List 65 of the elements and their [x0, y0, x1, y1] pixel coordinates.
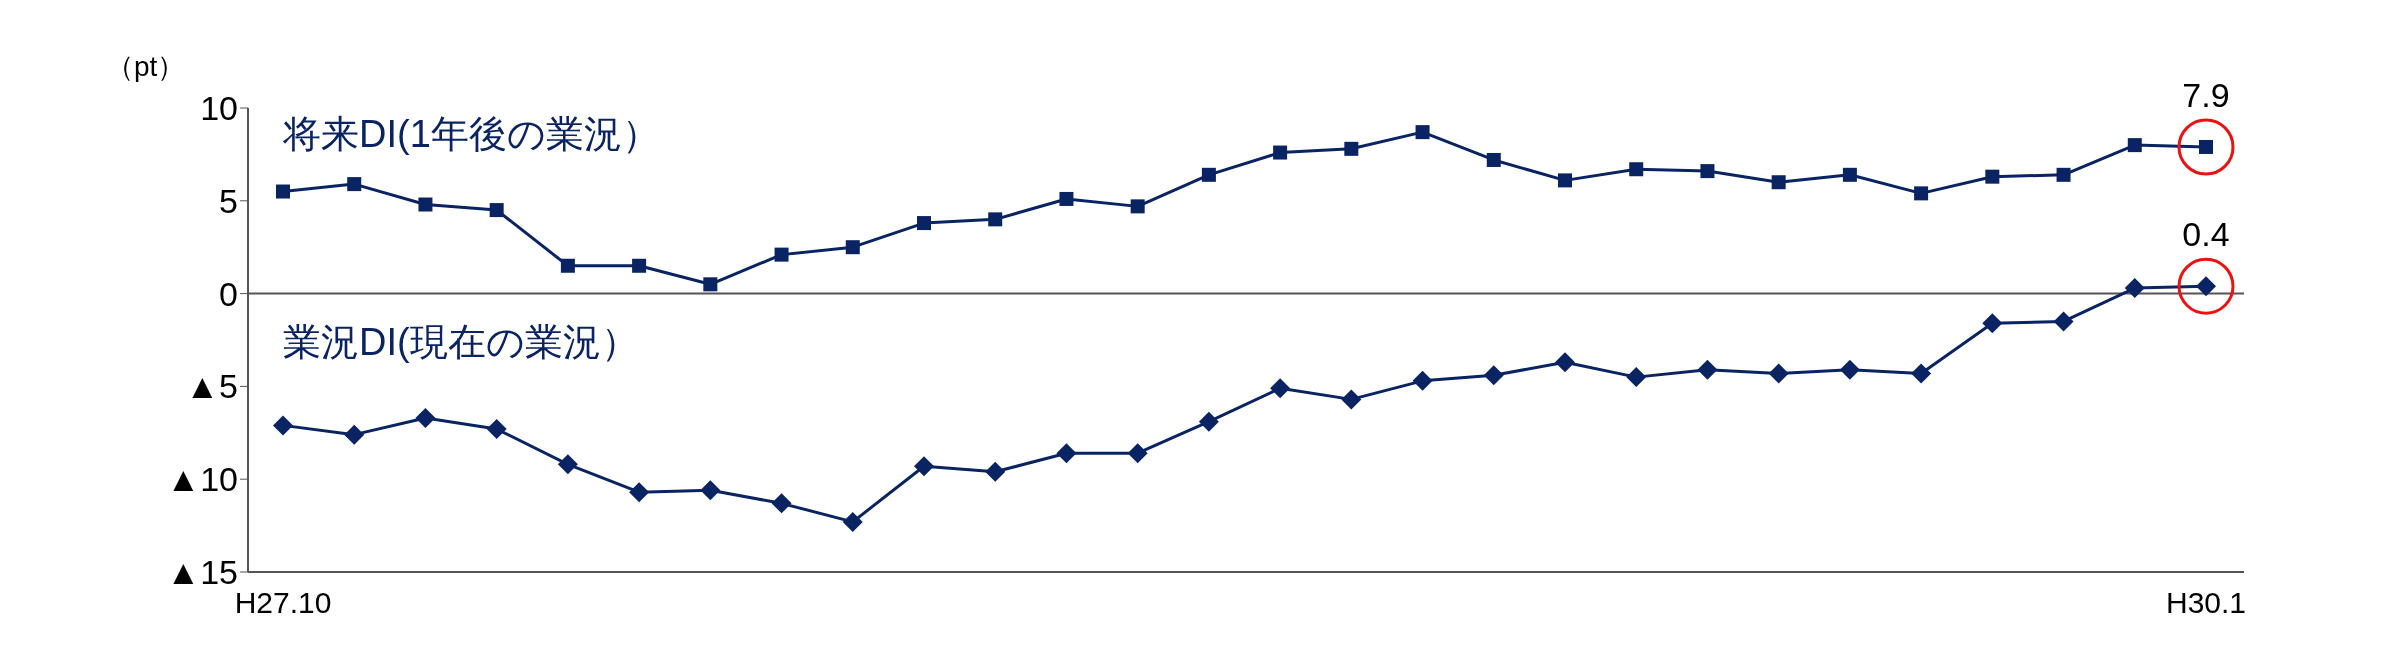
point — [1415, 125, 1430, 140]
point — [1700, 164, 1715, 179]
y-axis-title: （pt） — [106, 50, 186, 84]
point — [1911, 363, 1932, 384]
point — [2127, 138, 2142, 153]
point — [1198, 411, 1219, 432]
point — [1555, 352, 1575, 373]
point — [771, 493, 792, 514]
point — [347, 177, 362, 192]
y-tick-label: 5 — [219, 181, 238, 220]
point — [1697, 359, 1718, 380]
point — [1771, 175, 1786, 190]
point — [1914, 186, 1929, 201]
y-tick-label: ▲5 — [185, 367, 238, 406]
point — [1273, 145, 1288, 160]
point — [557, 454, 578, 475]
point — [344, 424, 365, 445]
point — [1839, 359, 1860, 380]
point — [560, 258, 575, 273]
y-tick-label: 0 — [219, 274, 238, 313]
point — [842, 511, 863, 532]
point — [1842, 167, 1857, 182]
point — [2053, 311, 2074, 332]
point — [632, 258, 647, 273]
point — [700, 480, 721, 501]
point — [1982, 313, 2003, 334]
point — [1344, 141, 1359, 156]
point — [1629, 162, 1644, 177]
point — [1483, 365, 1504, 386]
point — [486, 419, 507, 440]
point — [1985, 169, 2000, 184]
point — [1270, 378, 1291, 399]
point — [629, 482, 650, 503]
point — [1056, 443, 1077, 464]
point — [1558, 173, 1572, 188]
point — [914, 456, 934, 477]
point — [1201, 167, 1216, 182]
point — [2056, 167, 2071, 182]
series-label: 将来DI(1年後の業況） — [282, 112, 660, 155]
y-tick-label: 10 — [200, 89, 238, 128]
point — [2124, 278, 2145, 299]
point — [1626, 367, 1647, 388]
point — [985, 461, 1006, 482]
y-tick-label: ▲10 — [166, 460, 238, 499]
point — [1768, 363, 1789, 384]
x-tick-label: H30.1 — [2165, 586, 2247, 620]
point — [1127, 443, 1148, 464]
point — [845, 240, 860, 255]
point — [1412, 370, 1433, 391]
point — [489, 203, 504, 218]
point — [1059, 191, 1074, 206]
point — [1486, 152, 1501, 167]
point — [703, 277, 718, 292]
point — [1341, 389, 1362, 410]
point — [917, 216, 931, 231]
point — [415, 407, 436, 428]
series-label: 業況DI(現在の業況） — [283, 321, 639, 364]
point — [276, 184, 290, 199]
data-label: 0.4 — [2182, 215, 2230, 254]
point — [418, 197, 433, 212]
point — [1130, 199, 1145, 214]
data-label: 7.9 — [2182, 75, 2230, 114]
point — [988, 212, 1003, 227]
point — [774, 247, 789, 262]
point — [273, 415, 293, 436]
